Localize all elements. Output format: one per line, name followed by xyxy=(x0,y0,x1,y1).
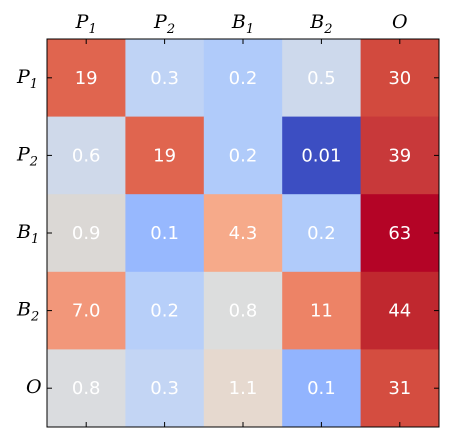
cell-value-label: 0.3 xyxy=(150,378,179,399)
tick-label: P2 xyxy=(153,11,175,37)
tick-label-subscript: 2 xyxy=(30,310,39,325)
tick-marks xyxy=(47,39,439,427)
cell-value-label: 44 xyxy=(388,301,411,322)
cell-value-label: 1.1 xyxy=(229,378,258,399)
tick-label-subscript: 1 xyxy=(30,77,38,92)
heatmap-cell xyxy=(125,271,205,350)
tick-label: P1 xyxy=(75,11,97,37)
heatmap-cell xyxy=(203,271,283,350)
tick-label-base: B xyxy=(16,299,31,321)
cell-value-label: 0.9 xyxy=(72,223,101,244)
heatmap-cell xyxy=(47,271,126,350)
cell-value-label: 4.3 xyxy=(229,223,258,244)
cell-value-label: 30 xyxy=(388,68,411,89)
cell-value-label: 0.2 xyxy=(229,68,258,89)
heatmap-cell xyxy=(360,39,440,118)
heatmap-cell xyxy=(360,271,440,350)
tick-label-base: B xyxy=(16,221,31,243)
cell-value-label: 0.8 xyxy=(72,378,101,399)
heatmap-cell xyxy=(47,349,126,428)
tick-label: B1 xyxy=(16,221,39,247)
heatmap-cell xyxy=(125,194,205,273)
heatmap-cell xyxy=(203,39,283,118)
cell-value-label: 0.8 xyxy=(229,301,258,322)
tick-label-subscript: 1 xyxy=(31,232,39,247)
heatmap-cell xyxy=(125,116,205,195)
cell-value-label: 19 xyxy=(75,68,98,89)
cell-value-label: 0.5 xyxy=(307,68,336,89)
heatmap-cell xyxy=(47,39,126,118)
tick-label: B2 xyxy=(309,11,332,37)
tick-label: O xyxy=(392,11,408,33)
tick-label-base: P xyxy=(16,66,31,88)
heatmap-cell xyxy=(47,116,126,195)
cell-value-label: 0.1 xyxy=(307,378,336,399)
heatmap-cells: 19 0.3 0.2 0.5 30 0.6 19 0.2 0.01 39 0.9 0.1 4.3 0.2 6… xyxy=(47,39,440,428)
tick-label: P1 xyxy=(16,66,38,92)
tick-label-base: P xyxy=(153,11,168,33)
heatmap-cell xyxy=(282,194,362,273)
heatmap-cell xyxy=(360,116,440,195)
tick-label-base: O xyxy=(26,376,42,398)
heatmap-cell xyxy=(282,116,362,195)
heatmap-cell xyxy=(203,194,283,273)
cell-value-label: 7.0 xyxy=(72,301,101,322)
cell-value-label: 0.2 xyxy=(229,145,258,166)
cell-value-label: 0.2 xyxy=(150,301,179,322)
heatmap-cell xyxy=(125,39,205,118)
heatmap-cell xyxy=(203,349,283,428)
heatmap-cell xyxy=(360,349,440,428)
tick-label-base: B xyxy=(231,11,246,33)
tick-label-base: O xyxy=(392,11,408,33)
tick-label: O xyxy=(26,376,42,398)
cell-value-label: 0.1 xyxy=(150,223,179,244)
tick-label-subscript: 1 xyxy=(88,22,96,37)
tick-label: B2 xyxy=(16,299,39,325)
heatmap-cell xyxy=(282,39,362,118)
heatmap-cell xyxy=(360,194,440,273)
cell-value-label: 63 xyxy=(388,223,411,244)
tick-label-base: P xyxy=(16,143,31,165)
heatmap-cell xyxy=(203,116,283,195)
tick-label-subscript: 2 xyxy=(29,154,38,169)
tick-label: B1 xyxy=(231,11,254,37)
cell-value-label: 19 xyxy=(153,145,176,166)
cell-value-label: 0.3 xyxy=(150,68,179,89)
heatmap-cell xyxy=(282,349,362,428)
tick-label: P2 xyxy=(16,143,38,169)
tick-label-base: P xyxy=(75,11,90,33)
x-tick-labels: P1 P2 B1 B2 O xyxy=(75,11,408,37)
heatmap-cell xyxy=(282,271,362,350)
cell-value-label: 39 xyxy=(388,145,411,166)
cell-value-label: 0.01 xyxy=(301,145,341,166)
cell-value-label: 0.6 xyxy=(72,145,101,166)
tick-label-subscript: 2 xyxy=(166,22,175,37)
heatmap-cell xyxy=(125,349,205,428)
tick-label-base: B xyxy=(309,11,324,33)
tick-label-subscript: 2 xyxy=(323,22,332,37)
cell-value-label: 31 xyxy=(388,378,411,399)
cell-value-label: 0.2 xyxy=(307,223,336,244)
heatmap-cell xyxy=(47,194,126,273)
cell-value-label: 11 xyxy=(310,301,333,322)
tick-label-subscript: 1 xyxy=(246,22,254,37)
